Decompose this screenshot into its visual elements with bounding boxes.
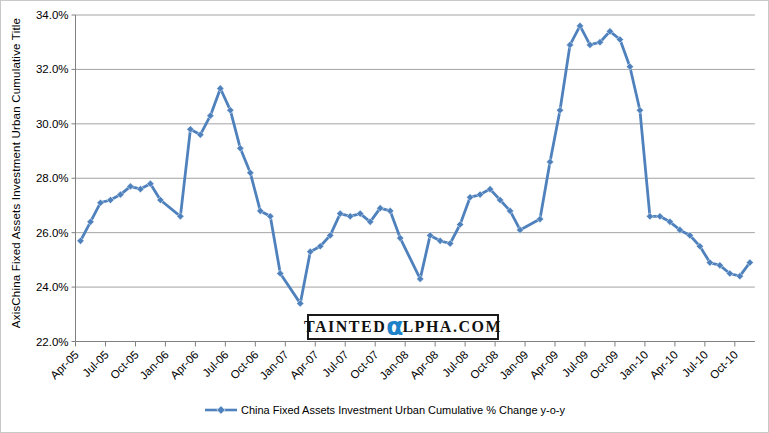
data-point-marker [636,107,643,114]
watermark-box: TAINTED α LPHA.COM [307,314,499,340]
legend: China Fixed Assets Investment Urban Cumu… [1,404,768,416]
x-axis-tick-label: Jul-07 [320,348,351,379]
x-axis-tick-label: Jul-06 [200,348,231,379]
data-point-marker [546,158,553,165]
x-axis-tick-label: Jul-09 [560,348,591,379]
plot-area: 22.0% 24.0% 26.0% 28.0% 30.0% 32.0% 34.0% Apr-0… [1,1,769,433]
x-axis-tick-label: Jul-08 [440,348,471,379]
x-axis-tick-label: Apr-06 [168,348,201,381]
x-axis-tick-label: Jan-10 [617,348,650,381]
x-axis-tick-label: Jan-06 [137,348,170,381]
y-axis-title: AxisChina Fixed Assets Investment Urban … [10,18,22,328]
x-axis-tick-label: Apr-07 [288,348,321,381]
x-axis-tick-label: Oct-05 [108,348,141,381]
chart: 22.0% 24.0% 26.0% 28.0% 30.0% 32.0% 34.0% Apr-0… [0,0,769,433]
y-axis-tick-label: 34.0% [36,9,69,21]
data-point-marker [387,207,394,214]
data-point-marker [347,213,354,220]
x-axis-tick-label: Jan-07 [257,348,290,381]
x-axis-tick-label: Apr-05 [48,348,81,381]
watermark-text-right: LPHA.COM [402,319,502,335]
x-axis-tick-label: Oct-08 [468,348,501,381]
x-axis-tick-label: Apr-10 [647,348,680,381]
x-axis-tick-label: Jul-05 [80,348,111,379]
data-point-marker [467,194,474,201]
data-point-marker [237,145,244,152]
x-axis-tick-label: Oct-09 [587,348,620,381]
y-axis-tick-label: 22.0% [36,336,69,348]
legend-series-label: China Fixed Assets Investment Urban Cumu… [241,404,565,416]
y-axis-tick-label: 32.0% [36,63,69,75]
x-axis-tick-label: Jul-10 [680,348,711,379]
data-point-marker [556,107,563,114]
legend-marker-icon [204,405,238,415]
x-axis-tick-label: Apr-08 [408,348,441,381]
y-axis-tick-label: 28.0% [36,172,69,184]
y-axis-tick-label: 24.0% [36,281,69,293]
x-axis-tick-label: Jan-09 [497,348,530,381]
watermark-text-left: TAINTED [304,319,386,335]
x-axis-tick-label: Oct-06 [228,348,261,381]
y-axis-tick-label: 30.0% [36,118,69,130]
x-axis-tick-label: Jan-08 [377,348,410,381]
x-axis-tick-label: Oct-07 [348,348,381,381]
x-axis-tick-label: Apr-09 [528,348,561,381]
data-point-marker [646,213,653,220]
y-axis-tick-label: 26.0% [36,227,69,239]
x-axis-tick-label: Oct-10 [707,348,740,381]
watermark-alpha-glyph: α [386,314,403,339]
series-line [81,26,750,304]
